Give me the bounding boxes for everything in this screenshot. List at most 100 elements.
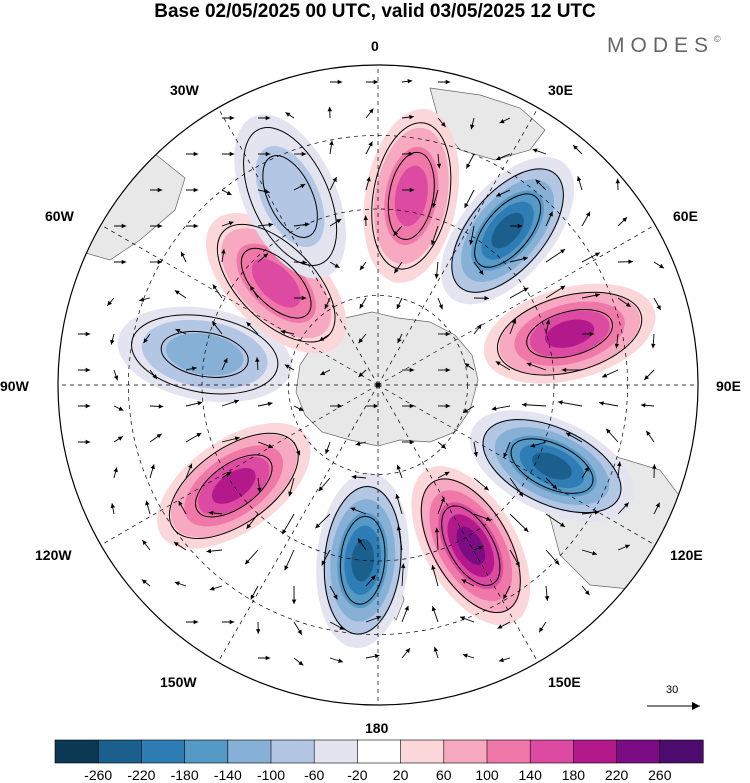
wind-arrow — [329, 585, 338, 600]
contour-line — [216, 223, 336, 343]
wind-arrow — [396, 525, 403, 551]
colorbar-tick-label: 60 — [436, 767, 452, 783]
wind-arrow — [185, 432, 202, 443]
wind-arrow — [581, 252, 601, 263]
wind-arrow — [545, 211, 553, 227]
wind-arrow — [294, 295, 307, 301]
wind-arrow — [366, 403, 379, 409]
anomaly-level — [211, 467, 256, 504]
contour-line — [240, 247, 312, 319]
wind-arrow — [149, 464, 155, 479]
height-contour — [216, 223, 336, 343]
wind-arrow — [284, 549, 295, 571]
wind-arrow — [113, 436, 124, 443]
wind-arrow — [509, 549, 521, 567]
wind-arrow — [509, 513, 529, 533]
colorbar-tick-label: 260 — [648, 767, 672, 783]
wind-arrow — [145, 500, 151, 515]
wind-arrow — [473, 324, 482, 335]
wind-arrow — [402, 403, 415, 409]
wind-arrow — [78, 403, 91, 409]
wind-arrow — [532, 148, 547, 155]
height-contour — [323, 486, 402, 635]
wind-arrow — [221, 189, 232, 196]
wind-arrow — [257, 189, 270, 194]
reference-arrow-head — [692, 702, 700, 710]
contour-line — [526, 309, 613, 359]
wind-arrow — [359, 261, 367, 271]
anomaly-level — [394, 165, 428, 227]
meridian-line — [377, 384, 539, 663]
wind-arrow — [173, 541, 187, 551]
wind-arrow — [653, 297, 661, 311]
contour-line — [339, 515, 386, 605]
wind-arrow — [329, 621, 345, 630]
wind-arrow — [617, 544, 631, 551]
wind-arrow — [396, 464, 403, 479]
colorbar-tick-label: -20 — [347, 767, 368, 783]
lon-label-60w: 60W — [45, 208, 74, 224]
wind-arrow — [285, 112, 295, 119]
wind-arrow — [221, 357, 228, 371]
wind-arrow — [366, 79, 379, 85]
wind-arrow — [653, 502, 661, 515]
wind-arrow — [284, 364, 295, 371]
colorbar-swatch — [659, 739, 704, 764]
wind-arrow — [114, 223, 127, 229]
colorbar-swatch — [616, 739, 661, 764]
anomaly-center — [117, 306, 292, 403]
wind-arrow — [293, 260, 308, 265]
wind-arrow — [365, 654, 380, 659]
lon-label-180: 180 — [365, 720, 389, 736]
wind-arrow — [530, 441, 547, 448]
wind-arrow — [250, 585, 259, 600]
wind-arrow — [249, 285, 259, 299]
wind-arrow — [358, 333, 367, 344]
anomaly-center — [205, 212, 347, 354]
wind-arrow — [473, 513, 492, 521]
brand-logo: MODES© — [607, 34, 721, 58]
wind-arrow — [321, 549, 331, 566]
colorbar-tick-label: -60 — [304, 767, 325, 783]
wind-arrow — [293, 621, 303, 635]
wind-arrow — [617, 259, 633, 264]
wind-arrow — [401, 605, 409, 623]
wind-arrow — [581, 585, 590, 596]
wind-arrow — [437, 297, 443, 310]
wind-arrow — [617, 297, 631, 308]
wind-arrow — [393, 261, 403, 274]
wind-arrow — [557, 400, 583, 407]
wind-arrow — [330, 403, 343, 409]
wind-arrow — [617, 502, 630, 515]
meridian-line — [217, 384, 379, 663]
wind-arrow — [329, 261, 340, 269]
wind-arrow — [288, 477, 295, 497]
wind-arrow — [246, 321, 259, 335]
wind-arrow — [466, 153, 475, 169]
reference-vector — [647, 702, 700, 710]
wind-arrow — [464, 189, 475, 209]
wind-arrow — [149, 433, 162, 443]
wind-arrow — [599, 401, 619, 407]
wind-arrow — [142, 539, 151, 551]
contour-line — [510, 438, 594, 494]
wind-arrow — [582, 331, 595, 337]
contour-line — [441, 505, 501, 586]
lon-label-150e: 150E — [548, 674, 581, 690]
wind-arrow — [605, 428, 619, 443]
wind-arrow — [78, 439, 91, 445]
wind-arrow — [357, 538, 367, 551]
wind-arrow — [502, 585, 511, 600]
wind-arrow — [491, 405, 511, 411]
lon-label-30e: 30E — [548, 82, 573, 98]
wind-arrow — [640, 403, 655, 408]
colorbar-swatch — [486, 739, 531, 764]
wind-arrow — [653, 261, 665, 269]
wind-arrow — [186, 151, 199, 157]
lon-label-90w: 90W — [0, 378, 29, 394]
wind-arrow — [498, 657, 511, 663]
wind-arrow — [473, 295, 489, 301]
wind-arrow — [185, 463, 193, 479]
lat-lon-grid — [58, 65, 698, 705]
